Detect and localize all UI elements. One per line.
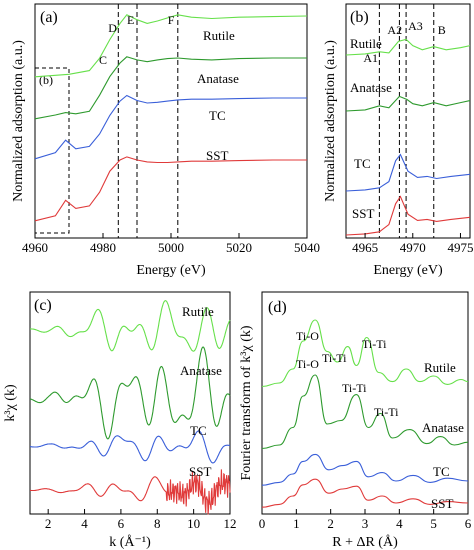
panel-d-label-sst: SST: [431, 496, 453, 511]
panel-c-xlabel: k (Å⁻¹): [109, 534, 151, 550]
panel-d-label-tc: TC: [433, 464, 450, 479]
panel-b-label-tc: TC: [354, 156, 371, 171]
panel-d-xtick-label-0: 0: [259, 516, 266, 531]
panel-c-xtick-label-4: 10: [187, 516, 200, 531]
panel-d-xtick-label-3: 3: [362, 516, 369, 531]
panel-c-ylabel: k³χ (k): [3, 384, 18, 422]
panel-d-series-rutile: [261, 319, 469, 388]
panel-a-ylabel: Normalized adsorption (a.u.): [11, 40, 26, 202]
panel-c-series-tc: [30, 430, 231, 464]
panel-b-xtick-label-0: 4965: [352, 240, 378, 255]
panel-b-annotation-a1: A1: [363, 51, 378, 65]
panel-a-label-tc: TC: [209, 108, 226, 123]
panel-b-letter: (b): [350, 9, 369, 26]
panel-a-label-sst: SST: [206, 148, 228, 163]
panel-b-annotation-a3: A3: [408, 19, 423, 33]
panel-c-series-sst: [30, 469, 231, 515]
panel-b-annotation-a2: A2: [387, 23, 402, 37]
panel-b-ylabel: Normalized adsorption (a.u.): [323, 40, 338, 202]
panel-c-letter: (c): [34, 297, 52, 314]
panel-d-annotation-rutile-2: Ti-Ti: [362, 337, 387, 351]
panel-d-annotation-rutile-1: Ti-Ti: [322, 351, 347, 365]
panel-c-series-rutile: [30, 300, 231, 352]
panel-d-xtick-label-5: 5: [430, 516, 437, 531]
panel-a-xtick-label-2: 5000: [158, 240, 184, 255]
panel-d-label-rutile: Rutile: [424, 360, 456, 375]
panel-c-frame: [29, 291, 231, 515]
panel-d-xtick-label-1: 1: [293, 516, 300, 531]
panel-b-series-rutile: [345, 38, 471, 56]
panel-a-xtick-label-1: 4980: [90, 240, 116, 255]
panel-d-annotation-rutile-0: Ti-O: [296, 329, 319, 343]
panel-c: (c) 2 4 6 8 10 12 Rutile Anatase TC SST k (Å⁻…: [3, 291, 237, 550]
panel-c-label-anatase: Anatase: [180, 363, 222, 378]
panel-a-series-tc: [34, 94, 307, 160]
panel-d-annotation-anatase-3: Ti-O: [296, 357, 319, 371]
panel-c-xtick-label-0: 2: [45, 516, 52, 531]
panel-a: (a) (b) 4960 4980 5000 5020 5040 CDE F Rutile…: [11, 3, 320, 278]
panel-c-label-sst: SST: [189, 464, 211, 479]
panel-a-annotation-f: F: [168, 13, 175, 27]
panel-c-xtick-label-3: 8: [154, 516, 161, 531]
panel-b-xtick-label-2: 4975: [447, 240, 473, 255]
panel-c-xtick-label-5: 12: [224, 516, 237, 531]
panel-c-xtick-label-1: 4: [81, 516, 88, 531]
panel-a-xlabel: Energy (eV): [136, 263, 206, 278]
panel-b-xlabel: Energy (eV): [373, 263, 443, 278]
panel-b-xtick-label-1: 4970: [400, 240, 426, 255]
panel-d-series-sst: [261, 478, 469, 508]
panel-b-label-sst: SST: [352, 206, 374, 221]
panel-a-frame: [34, 3, 308, 239]
panel-d-series-tc: [261, 453, 469, 486]
panel-a-annotation-c: C: [99, 53, 107, 67]
panel-d-ylabel: Fourier transform of k³χ (k): [239, 325, 254, 480]
panel-c-xtick-label-2: 6: [118, 516, 125, 531]
panel-a-xtick-label-4: 5040: [294, 240, 320, 255]
panel-d-series-anatase: [261, 374, 469, 450]
panel-b-series-tc: [345, 153, 471, 192]
panel-d-xtick-label-6: 6: [465, 516, 472, 531]
panel-b-series-sst: [345, 195, 471, 236]
panel-b-series-anatase: [345, 95, 471, 112]
panel-a-letter: (a): [40, 9, 58, 26]
panel-d-xlabel: R + ΔR (Å): [332, 534, 398, 550]
panel-c-label-rutile: Rutile: [182, 304, 214, 319]
panel-a-label-anatase: Anatase: [197, 71, 239, 86]
panel-b-label-anatase: Anatase: [350, 80, 392, 95]
panel-d-xtick-label-2: 2: [327, 516, 334, 531]
panel-a-annotation-d: D: [108, 21, 117, 35]
panel-a-series-anatase: [34, 56, 307, 120]
panel-d-letter: (d): [268, 299, 287, 316]
panel-a-series-sst: [34, 156, 307, 222]
panel-d-annotation-anatase-5: Ti-Ti: [374, 405, 399, 419]
panel-a-label-rutile: Rutile: [203, 28, 235, 43]
panel-a-xtick-label-0: 4960: [22, 240, 48, 255]
panel-d-xtick-label-4: 4: [396, 516, 403, 531]
panel-a-annotation-e: E: [127, 13, 134, 27]
panel-a-inset-box: [34, 67, 70, 234]
panel-b-frame: [345, 3, 471, 239]
panel-b-annotation-b: B: [438, 23, 446, 37]
panel-b-label-rutile: Rutile: [350, 36, 382, 51]
panel-a-xtick-label-3: 5020: [226, 240, 252, 255]
panel-c-label-tc: TC: [190, 423, 207, 438]
panel-d-label-anatase: Anatase: [422, 420, 464, 435]
panel-a-series-rutile: [34, 14, 308, 78]
panel-c-series-anatase: [29, 346, 231, 440]
panel-d-annotation-anatase-4: Ti-Ti: [342, 381, 367, 395]
